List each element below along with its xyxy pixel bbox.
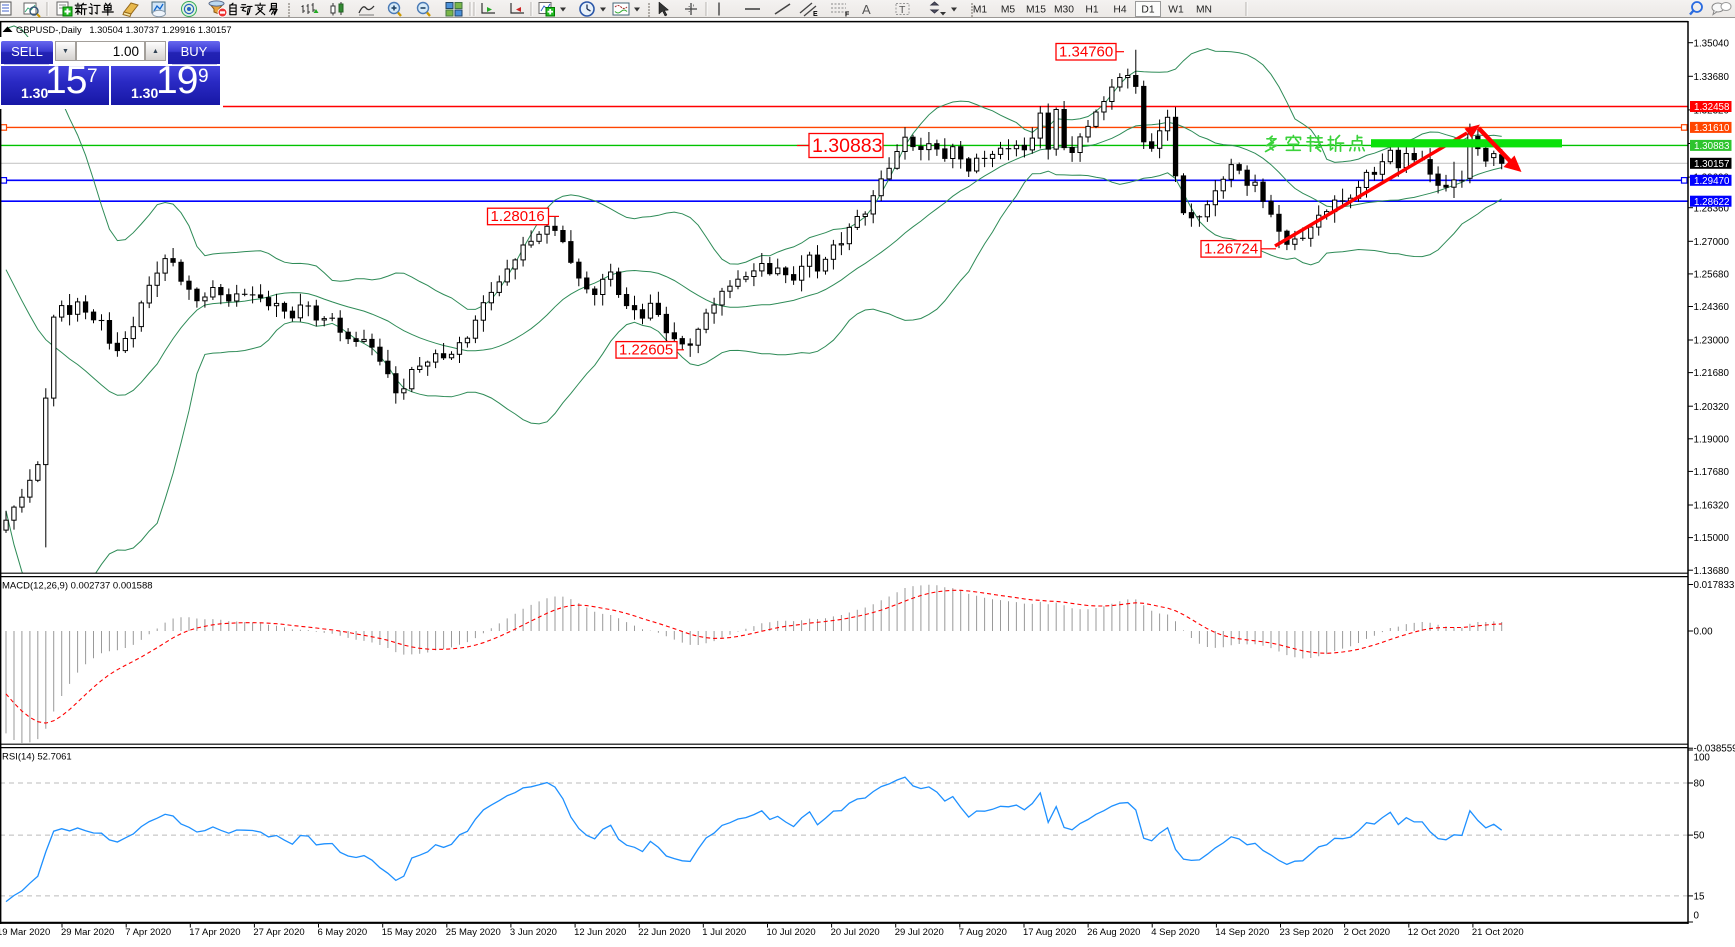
svg-text:22 Jun 2020: 22 Jun 2020: [638, 927, 690, 938]
svg-text:14 Sep 2020: 14 Sep 2020: [1215, 927, 1269, 938]
svg-text:1.25680: 1.25680: [1694, 270, 1730, 281]
svg-text:25 May 2020: 25 May 2020: [446, 927, 501, 938]
svg-text:1.24360: 1.24360: [1694, 302, 1730, 313]
svg-text:H4: H4: [1113, 5, 1126, 16]
svg-text:19 Mar 2020: 19 Mar 2020: [0, 927, 50, 938]
svg-text:W1: W1: [1168, 5, 1184, 16]
svg-text:21 Oct 2020: 21 Oct 2020: [1472, 927, 1524, 938]
svg-text:M1: M1: [973, 5, 988, 16]
svg-text:GBPUSD-,Daily 1.30504 1.3073: GBPUSD-,Daily 1.30504 1.30737 1.29916 1.…: [16, 25, 232, 35]
svg-text:29 Mar 2020: 29 Mar 2020: [61, 927, 114, 938]
svg-text:1.23000: 1.23000: [1694, 336, 1730, 347]
svg-text:12 Jun 2020: 12 Jun 2020: [574, 927, 626, 938]
svg-text:6 May 2020: 6 May 2020: [318, 927, 368, 938]
svg-text:RSI(14) 52.7061: RSI(14) 52.7061: [2, 752, 72, 763]
svg-text:1.17680: 1.17680: [1694, 467, 1730, 478]
svg-text:1.19000: 1.19000: [1694, 434, 1730, 445]
svg-text:1.29470: 1.29470: [1694, 176, 1730, 187]
svg-text:1.35040: 1.35040: [1694, 38, 1730, 49]
svg-text:T: T: [899, 4, 906, 16]
svg-text:4 Sep 2020: 4 Sep 2020: [1151, 927, 1200, 938]
svg-text:MN: MN: [1196, 5, 1212, 16]
svg-text:26 Aug 2020: 26 Aug 2020: [1087, 927, 1140, 938]
svg-text:1.20320: 1.20320: [1694, 402, 1730, 413]
svg-text:23 Sep 2020: 23 Sep 2020: [1280, 927, 1334, 938]
svg-text:H1: H1: [1085, 5, 1098, 16]
svg-text:15: 15: [1694, 892, 1705, 903]
svg-text:17 Aug 2020: 17 Aug 2020: [1023, 927, 1076, 938]
svg-text:1.21680: 1.21680: [1694, 368, 1730, 379]
svg-text:10 Jul 2020: 10 Jul 2020: [767, 927, 816, 938]
svg-text:50: 50: [1694, 831, 1705, 842]
svg-text:12 Oct 2020: 12 Oct 2020: [1408, 927, 1460, 938]
svg-text:1.32458: 1.32458: [1694, 102, 1730, 113]
svg-text:2 Oct 2020: 2 Oct 2020: [1344, 927, 1390, 938]
svg-text:D1: D1: [1141, 5, 1154, 16]
svg-text:1.30883: 1.30883: [1694, 141, 1730, 152]
svg-text:0.00: 0.00: [1694, 626, 1714, 637]
svg-text:1.28622: 1.28622: [1694, 197, 1729, 208]
svg-text:1.30883: 1.30883: [812, 135, 883, 157]
svg-text:1.27000: 1.27000: [1694, 237, 1730, 248]
svg-text:0.017833: 0.017833: [1694, 580, 1735, 591]
svg-text:29 Jul 2020: 29 Jul 2020: [895, 927, 944, 938]
svg-text:27 Apr 2020: 27 Apr 2020: [253, 927, 304, 938]
svg-text:A: A: [862, 2, 871, 17]
svg-text:1.22605: 1.22605: [619, 341, 673, 358]
svg-text:1.26724: 1.26724: [1204, 240, 1258, 257]
svg-text:1 Jul 2020: 1 Jul 2020: [702, 927, 746, 938]
svg-text:F: F: [845, 12, 850, 19]
svg-text:1.30157: 1.30157: [1694, 159, 1729, 170]
svg-text:100: 100: [1694, 753, 1711, 764]
svg-text:1.15000: 1.15000: [1694, 533, 1730, 544]
svg-text:M15: M15: [1026, 5, 1046, 16]
svg-text:0: 0: [1694, 911, 1700, 922]
svg-text:1.28016: 1.28016: [491, 208, 545, 225]
svg-text:1.33680: 1.33680: [1694, 72, 1730, 83]
svg-text:7 Apr 2020: 7 Apr 2020: [125, 927, 171, 938]
svg-text:20 Jul 2020: 20 Jul 2020: [831, 927, 880, 938]
svg-text:15 May 2020: 15 May 2020: [382, 927, 437, 938]
svg-text:M30: M30: [1054, 5, 1074, 16]
svg-text:M5: M5: [1001, 5, 1016, 16]
svg-text:1.34760: 1.34760: [1059, 43, 1113, 60]
svg-text:E: E: [813, 11, 818, 18]
svg-text:1.31610: 1.31610: [1694, 123, 1730, 134]
svg-text:80: 80: [1694, 779, 1705, 790]
svg-text:1.13680: 1.13680: [1694, 566, 1730, 577]
svg-text:3 Jun 2020: 3 Jun 2020: [510, 927, 557, 938]
svg-text:MACD(12,26,9) 0.002737 0.00158: MACD(12,26,9) 0.002737 0.001588: [2, 581, 153, 592]
svg-text:7 Aug 2020: 7 Aug 2020: [959, 927, 1007, 938]
svg-text:1.16320: 1.16320: [1694, 501, 1730, 512]
svg-text:17 Apr 2020: 17 Apr 2020: [189, 927, 240, 938]
